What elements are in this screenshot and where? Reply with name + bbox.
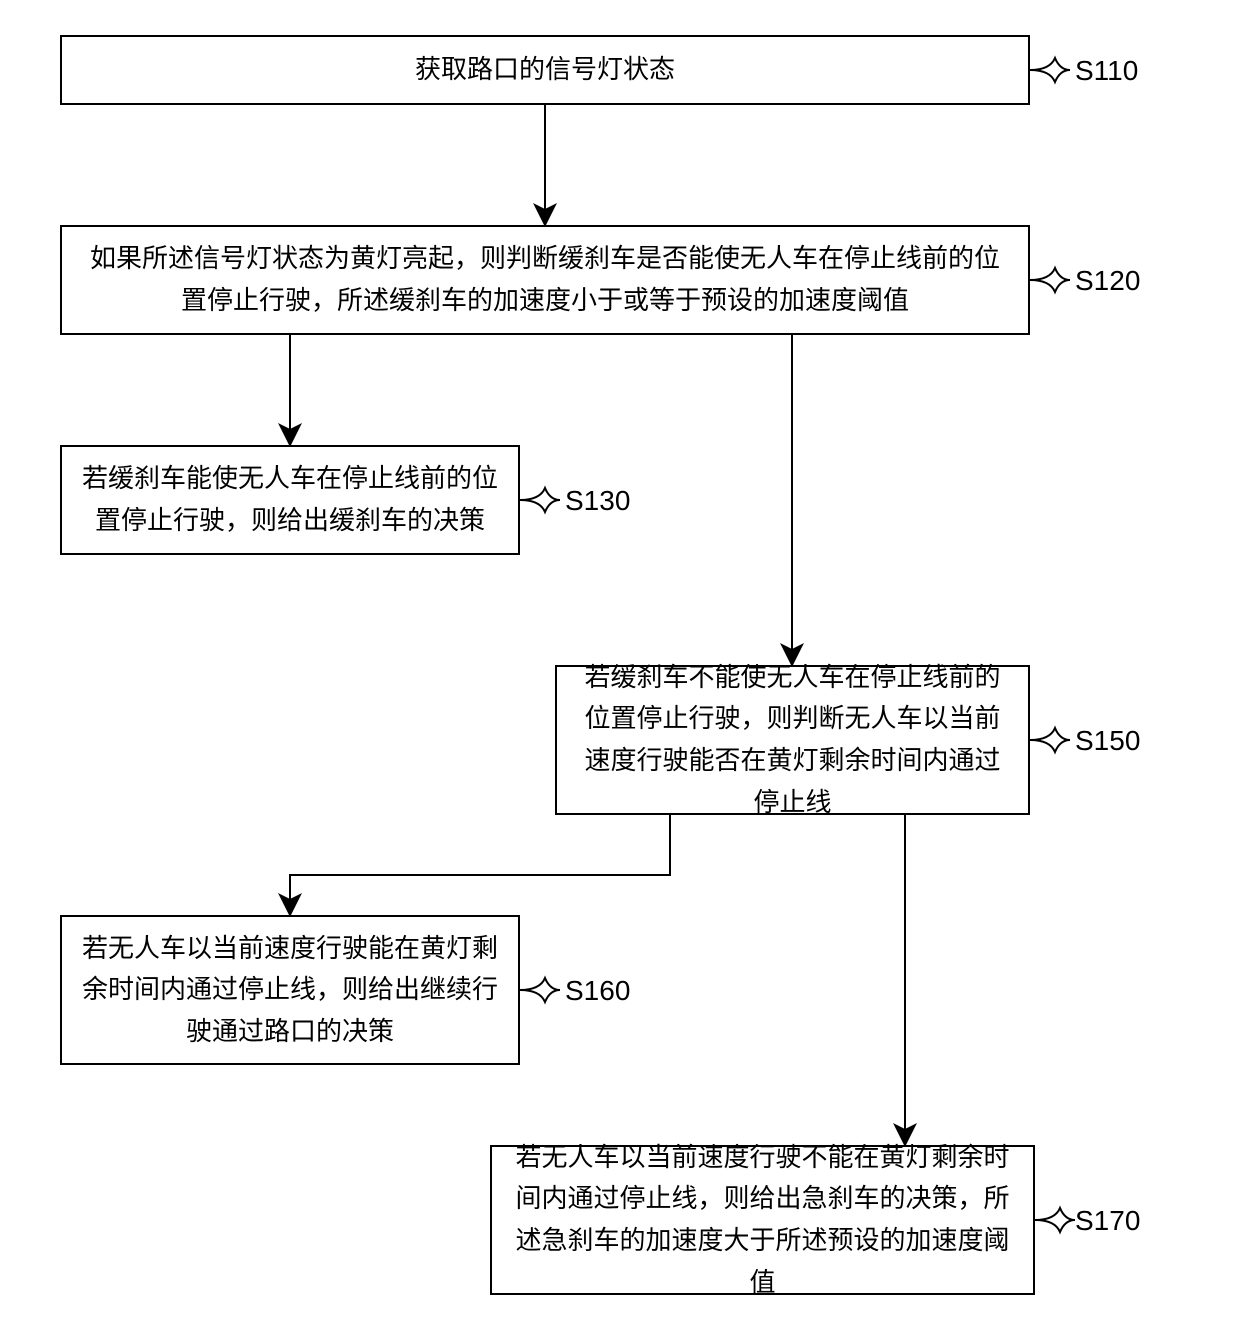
node-label-s170: S170	[1075, 1205, 1140, 1237]
flowchart-node-s160: 若无人车以当前速度行驶能在黄灯剩余时间内通过停止线，则给出继续行驶通过路口的决策	[60, 915, 520, 1065]
label-connector-s110	[1030, 58, 1070, 82]
label-connector-s150	[1030, 728, 1070, 752]
label-connector-s170	[1035, 1208, 1075, 1232]
flowchart-node-s130: 若缓刹车能使无人车在停止线前的位置停止行驶，则给出缓刹车的决策	[60, 445, 520, 555]
flowchart-node-s170: 若无人车以当前速度行驶不能在黄灯剩余时间内通过停止线，则给出急刹车的决策，所述急…	[490, 1145, 1035, 1295]
node-text: 若缓刹车不能使无人车在停止线前的位置停止行驶，则判断无人车以当前速度行驶能否在黄…	[577, 657, 1008, 823]
node-text: 若无人车以当前速度行驶不能在黄灯剩余时间内通过停止线，则给出急刹车的决策，所述急…	[512, 1137, 1013, 1303]
flowchart-node-s110: 获取路口的信号灯状态	[60, 35, 1030, 105]
node-label-s150: S150	[1075, 725, 1140, 757]
node-text: 如果所述信号灯状态为黄灯亮起，则判断缓刹车是否能使无人车在停止线前的位置停止行驶…	[82, 238, 1008, 321]
flowchart-node-s150: 若缓刹车不能使无人车在停止线前的位置停止行驶，则判断无人车以当前速度行驶能否在黄…	[555, 665, 1030, 815]
edge-s150-s160	[290, 815, 670, 913]
node-text: 若缓刹车能使无人车在停止线前的位置停止行驶，则给出缓刹车的决策	[82, 458, 498, 541]
label-connector-s120	[1030, 268, 1070, 292]
node-label-s160: S160	[565, 975, 630, 1007]
node-label-s130: S130	[565, 485, 630, 517]
node-text: 获取路口的信号灯状态	[415, 49, 675, 91]
label-connector-s130	[520, 488, 560, 512]
flowchart-node-s120: 如果所述信号灯状态为黄灯亮起，则判断缓刹车是否能使无人车在停止线前的位置停止行驶…	[60, 225, 1030, 335]
node-label-s120: S120	[1075, 265, 1140, 297]
flowchart-container: 获取路口的信号灯状态 S110 如果所述信号灯状态为黄灯亮起，则判断缓刹车是否能…	[0, 0, 1240, 1336]
node-label-s110: S110	[1075, 55, 1138, 87]
node-text: 若无人车以当前速度行驶能在黄灯剩余时间内通过停止线，则给出继续行驶通过路口的决策	[82, 928, 498, 1053]
label-connector-s160	[520, 978, 560, 1002]
